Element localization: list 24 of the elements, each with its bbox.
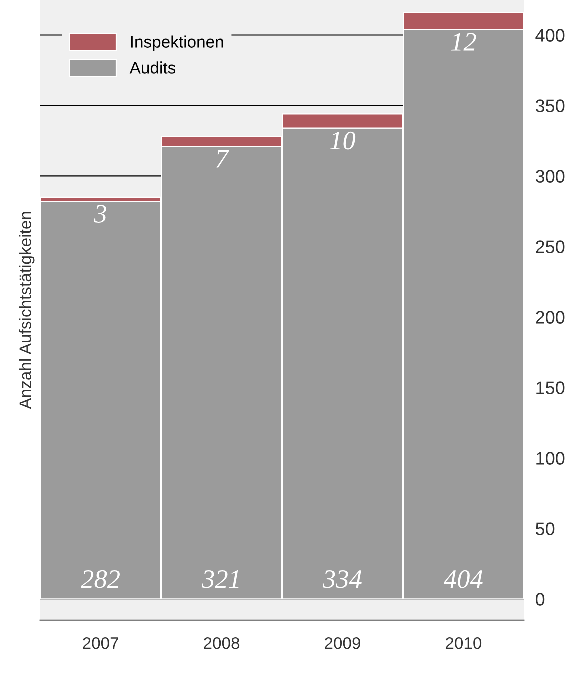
y-tick-label: 350 (536, 100, 565, 112)
legend-label: Inspektionen (131, 36, 224, 52)
data-label: 404 (444, 570, 483, 588)
y-tick-label: 200 (536, 311, 565, 324)
data-label: 12 (451, 33, 476, 51)
y-tick-label: 400 (536, 29, 565, 42)
x-tick-label: 2008 (204, 637, 240, 650)
y-axis-title: Anzahl Aufsichtstätigkeiten (19, 212, 35, 410)
data-label: 321 (202, 570, 239, 588)
y-tick-label: 250 (536, 240, 565, 254)
y-tick-label: 100 (536, 452, 565, 465)
data-label: 7 (216, 150, 230, 168)
data-label: 3 (94, 205, 106, 224)
data-label: 10 (330, 132, 356, 150)
y-tick-label: 0 (536, 593, 545, 606)
x-tick-label: 2007 (83, 637, 119, 650)
data-label: 282 (81, 570, 120, 588)
x-tick-label: 2010 (446, 637, 482, 650)
x-tick-label: 2009 (325, 637, 360, 650)
y-tick-label: 50 (536, 522, 555, 536)
legend-label: Audits (130, 62, 176, 74)
y-tick-label: 150 (536, 382, 565, 394)
y-tick-label: 300 (536, 170, 565, 183)
data-label: 334 (322, 570, 362, 588)
